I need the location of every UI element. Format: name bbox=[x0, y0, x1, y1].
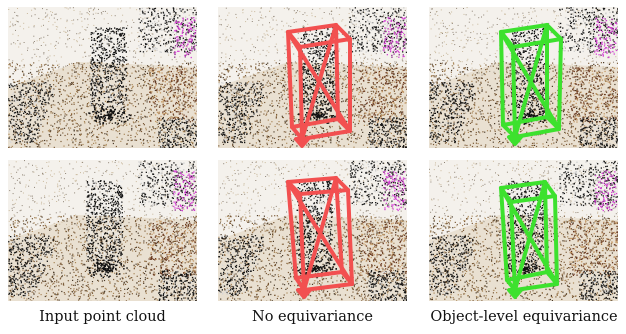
panel-object-equivariance-top bbox=[429, 7, 618, 148]
caption-object-equivariance: Object-level equivariance bbox=[425, 309, 623, 325]
point-cloud-scene bbox=[429, 160, 618, 301]
caption-input: Input point cloud bbox=[8, 309, 197, 325]
point-cloud-scene bbox=[429, 7, 618, 148]
panel-no-equivariance-top bbox=[218, 7, 407, 148]
panel-input-top bbox=[8, 7, 197, 148]
bbox-object-equivariance-bottom bbox=[499, 180, 559, 299]
bbox-object-equivariance-top bbox=[499, 23, 563, 146]
panel-object-equivariance-bottom bbox=[429, 160, 618, 301]
point-cloud-scene bbox=[8, 7, 197, 148]
point-cloud-scene bbox=[218, 160, 407, 301]
point-cloud-scene bbox=[8, 160, 197, 301]
point-cloud-scene bbox=[218, 7, 407, 148]
caption-no-equivariance: No equivariance bbox=[218, 309, 407, 325]
bbox-no-equivariance-bottom bbox=[286, 176, 354, 299]
panel-input-bottom bbox=[8, 160, 197, 301]
panel-no-equivariance-bottom bbox=[218, 160, 407, 301]
bbox-no-equivariance-top bbox=[286, 23, 352, 148]
